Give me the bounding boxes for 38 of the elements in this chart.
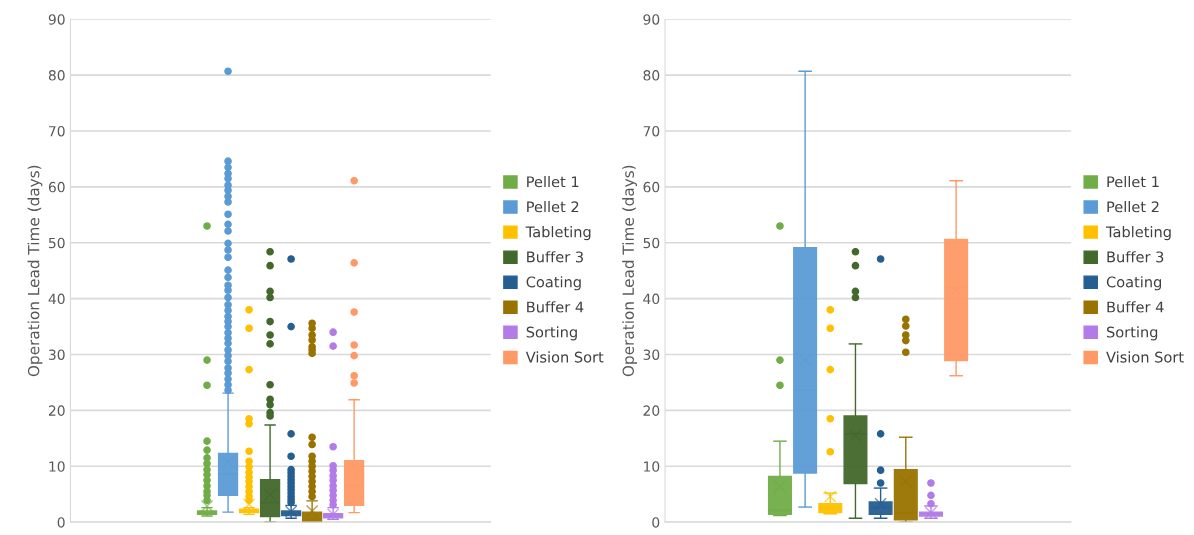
y-tick-label: 0: [57, 517, 65, 528]
legend-label: Pellet 1: [1107, 175, 1159, 188]
y-tick-label: 70: [643, 125, 660, 137]
y-tick-label: 50: [643, 237, 660, 249]
legend-label: Tableting: [525, 226, 591, 241]
y-tick-label: 40: [48, 293, 65, 305]
legend-label: Vision Sort: [1106, 351, 1184, 363]
y-tick-label: 60: [48, 181, 65, 193]
y-tick-label: 20: [643, 405, 660, 416]
legend-label: Coating: [1106, 276, 1161, 291]
legend-label: Sorting: [526, 326, 577, 341]
y-tick-label: 80: [643, 70, 660, 81]
y-tick-label: 30: [48, 349, 65, 360]
y-axis-title: Operation Lead Time (days): [27, 165, 43, 377]
legend-label: Buffer 3: [527, 251, 583, 263]
legend-label: Tableting: [1105, 226, 1171, 241]
y-tick-label: 60: [643, 181, 660, 193]
legend-label: Pellet 2: [1107, 201, 1159, 213]
y-tick-label: 90: [643, 14, 660, 25]
y-tick-label: 10: [644, 461, 660, 472]
y-tick-label: 30: [643, 349, 660, 360]
legend-label: Sorting: [1106, 326, 1158, 341]
legend-label: Coating: [526, 276, 581, 291]
y-tick-label: 20: [48, 405, 65, 416]
y-tick-label: 80: [48, 70, 65, 81]
legend-label: Pellet 1: [527, 175, 579, 188]
y-tick-label: 0: [652, 517, 660, 528]
y-tick-label: 40: [643, 293, 660, 305]
y-axis-title: Operation Lead Time (days): [622, 165, 637, 377]
y-tick-label: 90: [48, 14, 65, 25]
legend-label: Pellet 2: [527, 201, 579, 213]
legend-label: Buffer 4: [1107, 301, 1164, 313]
legend-label: Buffer 3: [1107, 251, 1164, 263]
y-tick-label: 10: [49, 461, 65, 472]
legend-label: Vision Sort: [525, 351, 604, 363]
legend-label: Buffer 4: [527, 301, 584, 313]
y-tick-label: 50: [48, 237, 65, 249]
y-tick-label: 70: [49, 125, 65, 137]
